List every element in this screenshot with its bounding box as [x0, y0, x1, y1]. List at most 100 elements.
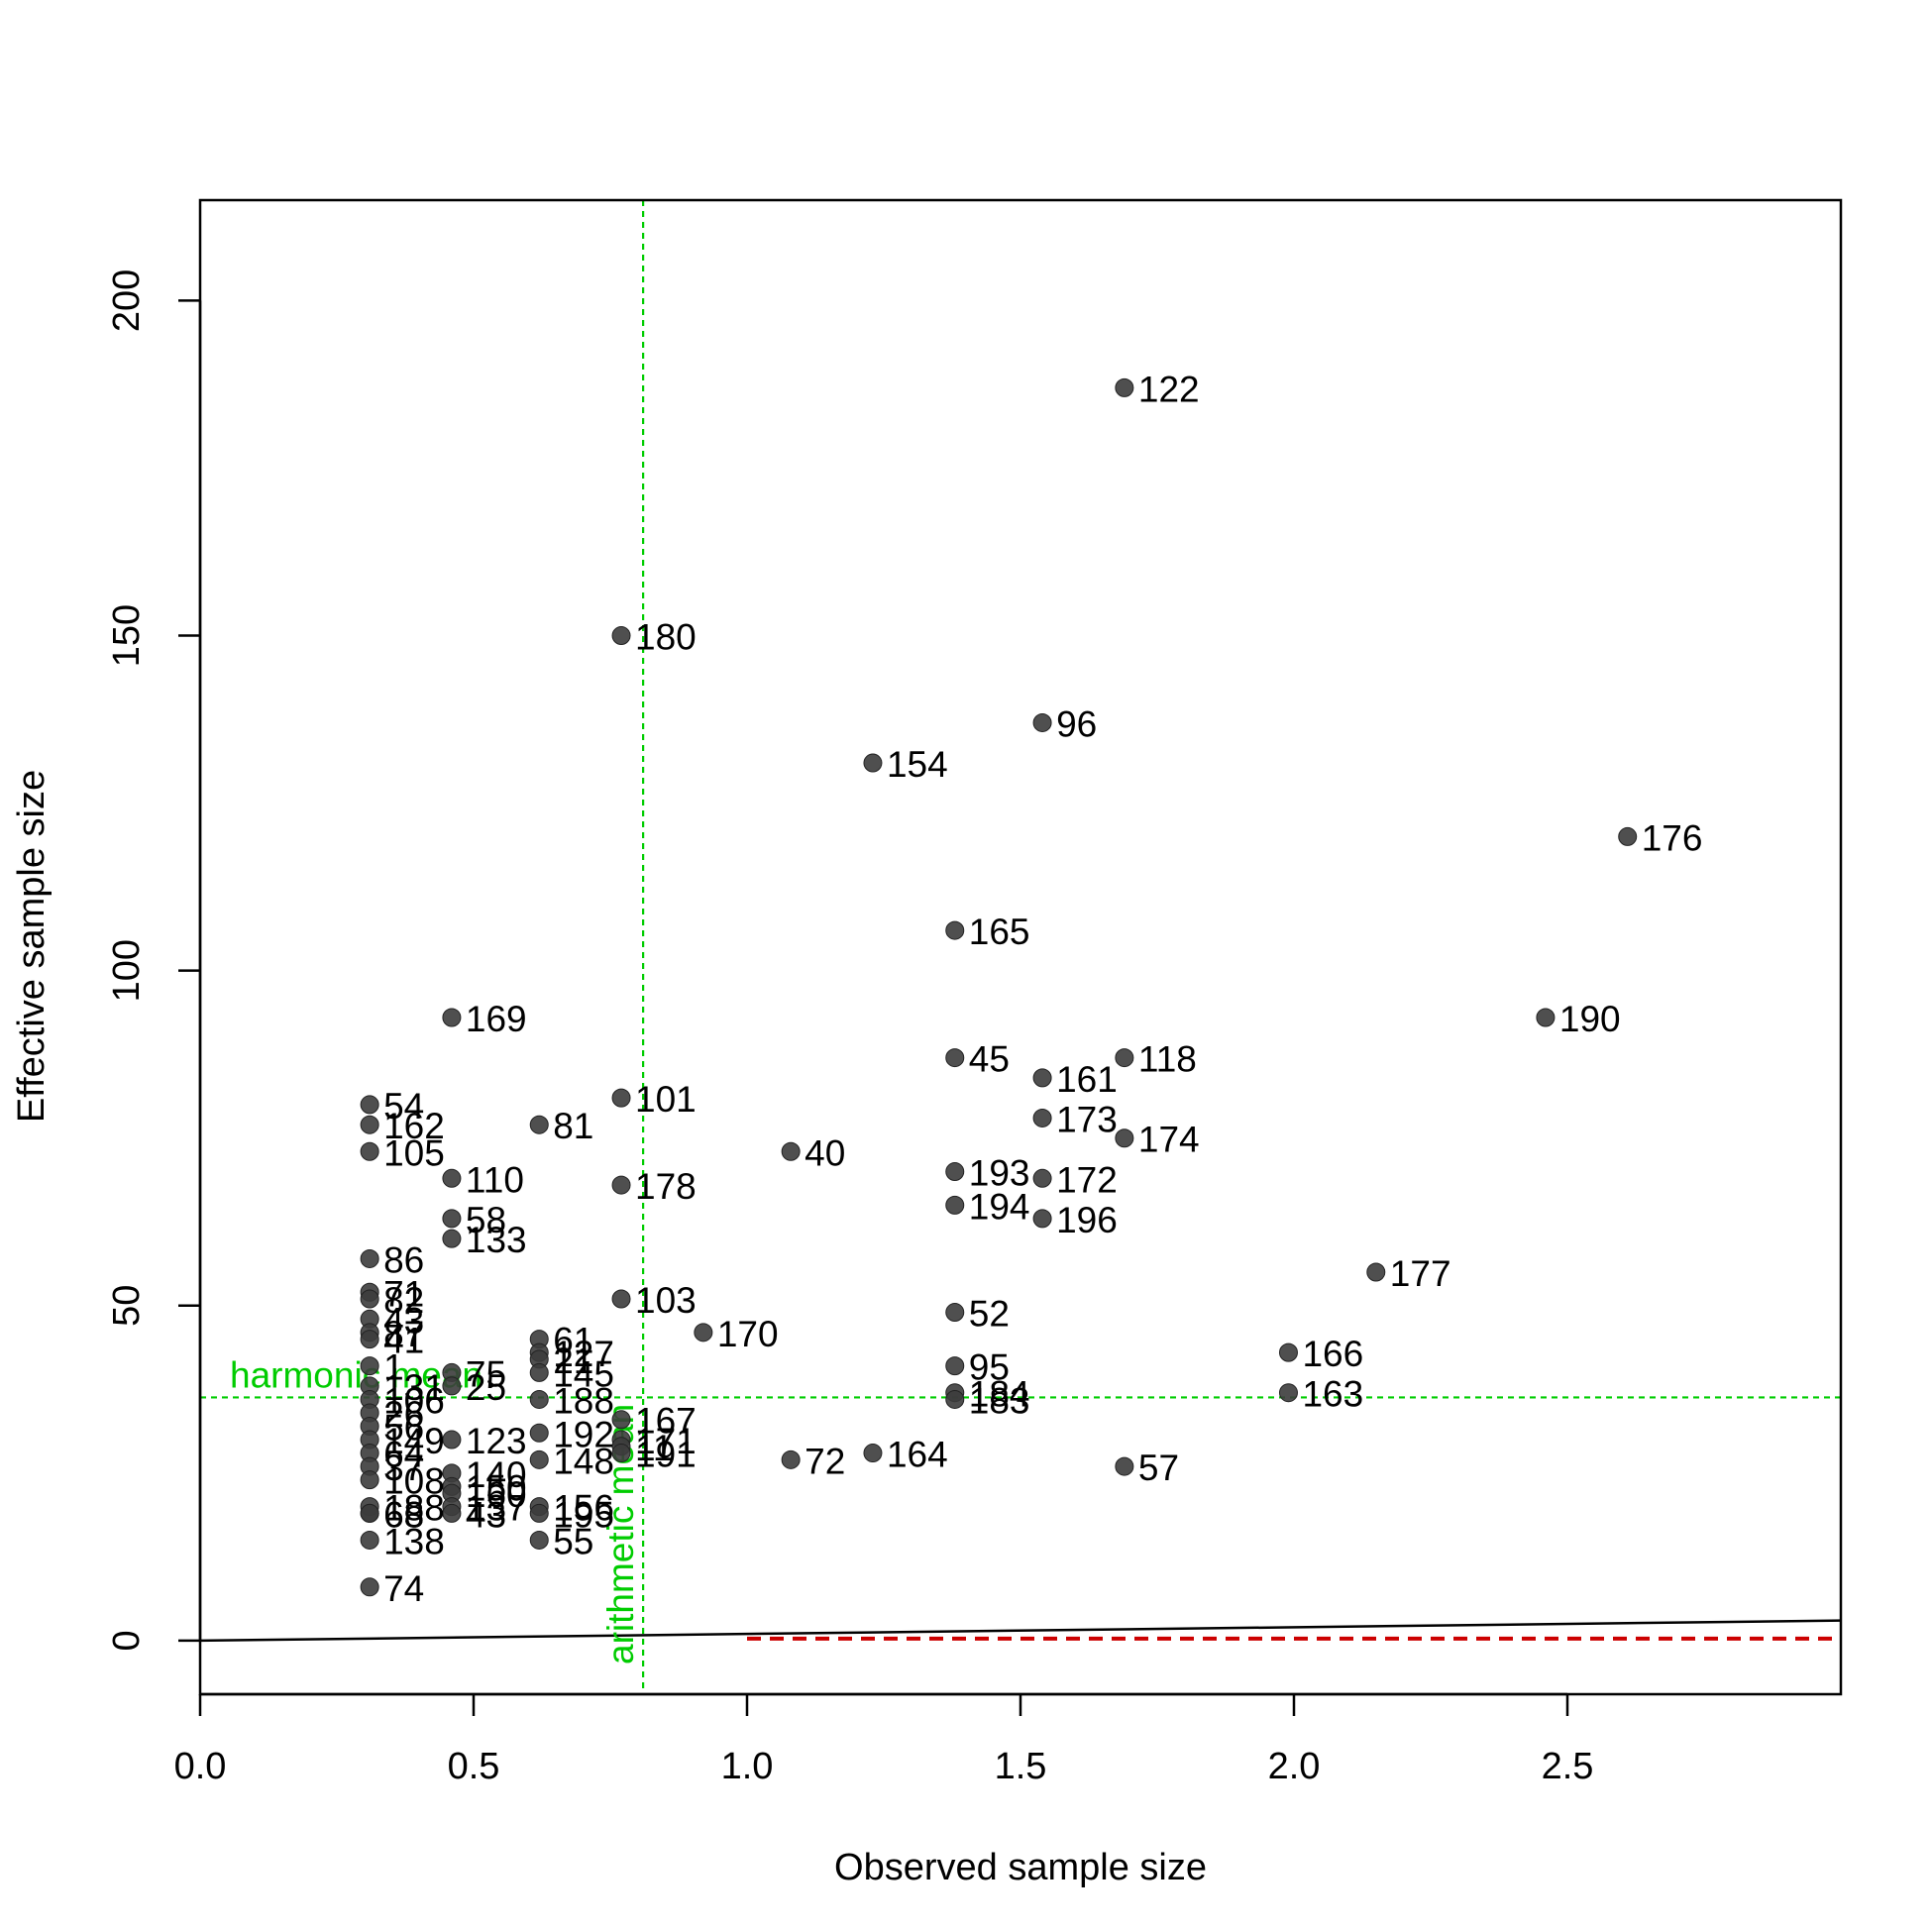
point-label: 57 — [1138, 1448, 1179, 1488]
data-point — [442, 1376, 462, 1396]
point-label: 162 — [383, 1106, 445, 1146]
point-label: 11 — [635, 1428, 673, 1468]
point-label: 118 — [1138, 1039, 1197, 1080]
data-point — [1536, 1008, 1556, 1027]
point-label: 149 — [383, 1421, 445, 1461]
point-label: 188 — [383, 1488, 445, 1529]
data-point — [945, 1048, 965, 1068]
point-label: 64 — [383, 1435, 424, 1475]
data-point — [360, 1330, 379, 1349]
point-label: 169 — [466, 999, 527, 1039]
point-label: 164 — [887, 1435, 948, 1475]
point-label: 87 — [383, 1314, 424, 1354]
data-point — [945, 1303, 965, 1323]
data-point — [945, 1162, 965, 1182]
point-label: 163 — [1302, 1374, 1363, 1415]
point-label: 180 — [635, 617, 697, 658]
data-point — [945, 1195, 965, 1215]
y-tick-label: 200 — [106, 269, 148, 332]
data-point — [1115, 1128, 1134, 1148]
data-point — [1115, 1456, 1134, 1476]
point-label: 184 — [969, 1374, 1030, 1415]
point-label: 195 — [553, 1494, 614, 1535]
point-label: 106 — [383, 1380, 445, 1421]
point-label: 193 — [969, 1153, 1030, 1194]
point-label: 194 — [969, 1186, 1030, 1227]
data-point — [781, 1449, 801, 1469]
data-point — [863, 753, 883, 773]
y-tick-label: 100 — [106, 939, 148, 1002]
data-point — [611, 1088, 631, 1108]
data-point — [1278, 1383, 1298, 1403]
data-point — [360, 1115, 379, 1134]
data-point — [611, 1444, 631, 1463]
y-tick-label: 150 — [106, 604, 148, 667]
data-point — [1278, 1342, 1298, 1362]
point-label: 82 — [383, 1280, 424, 1321]
point-label: 95 — [969, 1347, 1010, 1388]
point-label: 52 — [969, 1294, 1010, 1335]
data-point — [360, 1289, 379, 1309]
point-label: 86 — [383, 1239, 424, 1280]
point-label: 196 — [1056, 1200, 1118, 1240]
point-label: 167 — [635, 1401, 697, 1442]
point-label: 63 — [383, 1494, 424, 1535]
point-label: 108 — [383, 1461, 445, 1502]
point-label: 156 — [553, 1488, 614, 1529]
point-label: 145 — [553, 1353, 614, 1394]
x-tick-label: 2.0 — [1268, 1746, 1321, 1787]
point-label: 154 — [887, 744, 948, 785]
x-tick-label: 2.5 — [1542, 1746, 1594, 1787]
solid-reference-line — [199, 1619, 1842, 1643]
point-label: 55 — [553, 1521, 593, 1561]
point-label: 74 — [383, 1568, 424, 1609]
data-point — [529, 1423, 549, 1443]
data-point — [360, 1141, 379, 1161]
data-point — [442, 1168, 462, 1188]
point-label: 61 — [553, 1321, 593, 1361]
data-point — [529, 1530, 549, 1550]
harmonic-mean-label: harmonic mean — [230, 1354, 483, 1395]
data-point — [360, 1503, 379, 1523]
x-tick-label: 0.0 — [174, 1746, 227, 1787]
point-label: 160 — [466, 1474, 527, 1515]
point-label: 105 — [383, 1132, 445, 1173]
point-label: 110 — [466, 1159, 524, 1200]
point-label: 56 — [383, 1408, 424, 1449]
point-label: 21 — [553, 1341, 593, 1381]
data-point — [945, 1356, 965, 1376]
data-point — [1032, 1108, 1052, 1127]
point-label: 183 — [969, 1380, 1030, 1421]
data-point — [1032, 1168, 1052, 1188]
point-label: 71 — [383, 1273, 424, 1314]
point-label: 165 — [969, 912, 1030, 952]
y-axis: 0 50 100 150 200 — [106, 269, 202, 1651]
point-label: 137 — [466, 1488, 527, 1529]
data-point — [360, 1356, 379, 1376]
point-label: 103 — [635, 1280, 697, 1321]
data-point — [360, 1577, 379, 1597]
points-layer — [360, 377, 1638, 1597]
x-tick-label: 1.0 — [721, 1746, 774, 1787]
data-point — [442, 1503, 462, 1523]
point-label: 43 — [383, 1300, 424, 1341]
point-label: 140 — [466, 1454, 527, 1495]
point-label: 171 — [635, 1421, 697, 1461]
y-tick-label: 0 — [106, 1630, 148, 1651]
point-label: 190 — [1559, 999, 1621, 1039]
x-tick-label: 0.5 — [448, 1746, 500, 1787]
data-point — [529, 1362, 549, 1382]
point-label: 174 — [1138, 1120, 1200, 1160]
data-point — [781, 1141, 801, 1161]
data-point — [694, 1323, 713, 1342]
point-label: 122 — [1138, 369, 1200, 409]
data-point — [1032, 1068, 1052, 1088]
data-point — [611, 1175, 631, 1195]
point-label: 150 — [466, 1467, 527, 1508]
point-label: 170 — [717, 1314, 779, 1354]
point-label: 68 — [383, 1494, 424, 1535]
y-axis-title: Effective sample size — [11, 770, 53, 1123]
point-label: 172 — [1056, 1159, 1118, 1200]
